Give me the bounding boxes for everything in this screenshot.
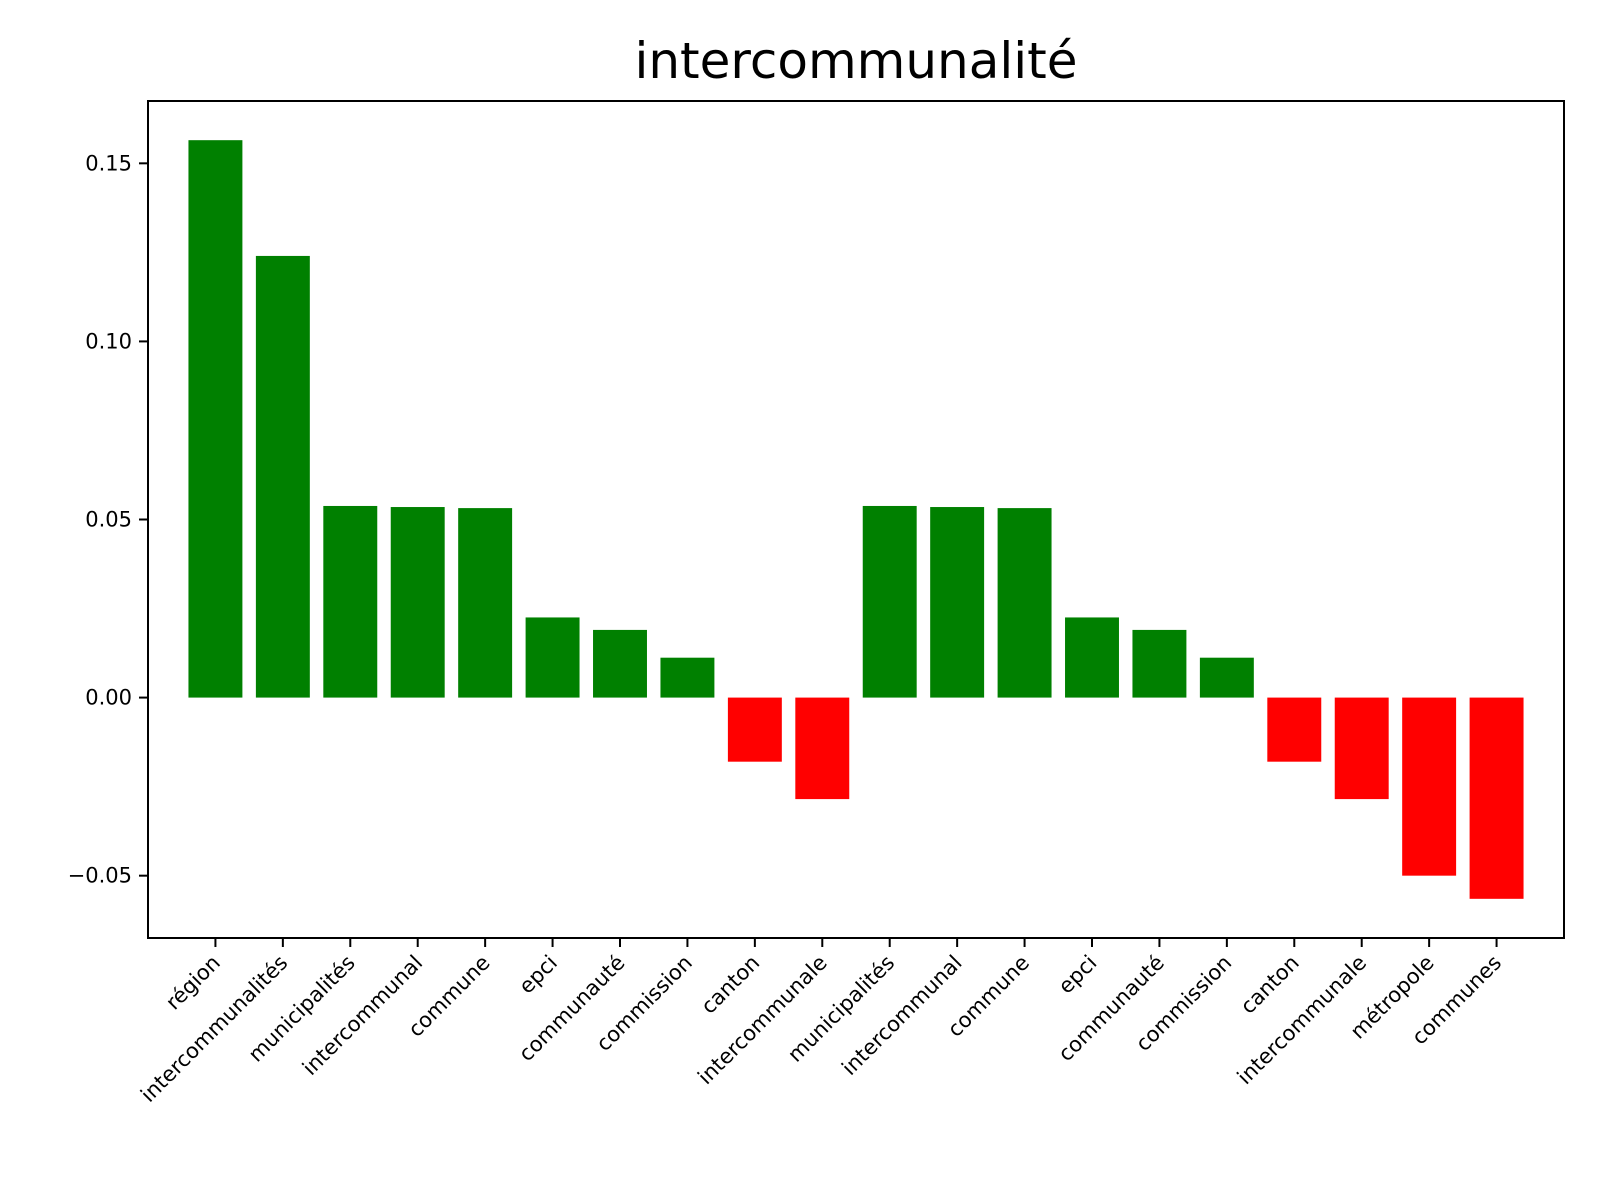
y-tick-label: 0.05 bbox=[85, 508, 132, 532]
x-tick-label: région bbox=[161, 951, 225, 1015]
y-tick-label: 0.10 bbox=[85, 329, 132, 353]
bar-11 bbox=[862, 505, 917, 698]
bar-18 bbox=[1334, 697, 1389, 800]
bar-13 bbox=[997, 508, 1052, 698]
bar-6 bbox=[525, 617, 580, 698]
bar-19 bbox=[1402, 697, 1457, 876]
bar-17 bbox=[1267, 697, 1322, 762]
y-axis: −0.05 0.00 0.05 0.10 0.15 bbox=[68, 151, 148, 888]
x-tick-label: epci bbox=[1054, 951, 1102, 999]
bar-12 bbox=[930, 507, 985, 698]
x-tick-label: intercommunale bbox=[1233, 951, 1372, 1090]
x-tick-label: canton bbox=[1236, 951, 1304, 1019]
bar-10 bbox=[795, 697, 850, 800]
x-tick-label: intercommunal bbox=[298, 951, 427, 1080]
bar-1 bbox=[188, 140, 243, 698]
bar-20 bbox=[1469, 697, 1524, 899]
bar-14 bbox=[1065, 617, 1119, 698]
y-tick-label: −0.05 bbox=[68, 864, 132, 888]
bar-15 bbox=[1132, 629, 1187, 698]
bars-group bbox=[188, 140, 1524, 899]
x-tick-label: intercommunale bbox=[693, 951, 832, 1090]
chart-title: intercommunalité bbox=[634, 32, 1077, 90]
x-axis: régionintercommunalitésmunicipalitésinte… bbox=[136, 938, 1506, 1107]
bar-5 bbox=[458, 508, 513, 698]
x-tick-label: intercommunal bbox=[837, 951, 966, 1080]
bar-9 bbox=[727, 697, 782, 762]
y-tick-label: 0.15 bbox=[85, 151, 132, 175]
bar-16 bbox=[1199, 657, 1254, 698]
x-tick-label: epci bbox=[514, 951, 562, 999]
x-tick-label: canton bbox=[696, 951, 764, 1019]
plot-frame bbox=[147, 100, 1565, 939]
bar-8 bbox=[660, 657, 715, 698]
bar-3 bbox=[323, 505, 378, 698]
y-tick-label: 0.00 bbox=[85, 686, 132, 710]
bar-2 bbox=[255, 255, 310, 698]
bar-4 bbox=[390, 507, 445, 698]
bar-7 bbox=[593, 629, 647, 698]
